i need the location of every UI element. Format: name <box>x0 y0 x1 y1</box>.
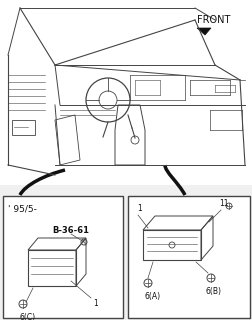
FancyBboxPatch shape <box>3 196 122 318</box>
Text: 11: 11 <box>218 199 228 208</box>
FancyBboxPatch shape <box>0 0 252 185</box>
Text: ' 95/5-: ' 95/5- <box>8 204 37 213</box>
Text: 1: 1 <box>93 299 97 308</box>
Text: B-36-61: B-36-61 <box>52 226 89 235</box>
Text: 6(C): 6(C) <box>20 313 36 320</box>
Polygon shape <box>196 28 210 35</box>
Text: 1: 1 <box>137 204 142 213</box>
Text: 6(A): 6(A) <box>144 292 161 301</box>
FancyBboxPatch shape <box>128 196 249 318</box>
Text: 6(B): 6(B) <box>205 287 221 296</box>
Text: FRONT: FRONT <box>196 15 230 25</box>
